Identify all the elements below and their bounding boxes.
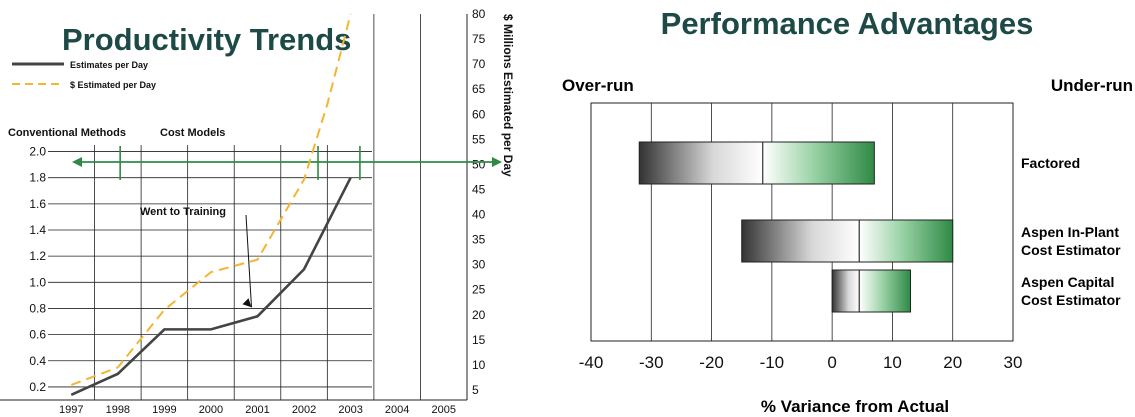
- chart2-category-labels: Factored Aspen In-Plant Cost Estimator Aspe…: [1021, 155, 1121, 308]
- chart2-xtick-4: 0: [827, 353, 836, 372]
- chart2-xtick-7: 30: [1004, 353, 1023, 372]
- chart1-ytick-8: 1.8: [29, 171, 46, 185]
- chart1-ytick-7: 1.6: [29, 197, 46, 211]
- region-arrowhead-left: [72, 157, 82, 167]
- bar-overrun-1: [741, 219, 860, 263]
- region-arrowhead-right: [492, 157, 502, 167]
- series-line-1: [70, 13, 352, 386]
- chart2-x-axis-label: % Variance from Actual: [761, 397, 949, 416]
- chart1-xtick-1999: 1999: [152, 404, 176, 416]
- chart1-y2tick-5: 30: [472, 258, 486, 272]
- chart1-y2tick-12: 65: [472, 82, 486, 96]
- chart1-left-axis: 0.2 0.4 0.6 0.8 1.0 1.2 1.4 1.6 1.8 2.0: [29, 145, 46, 394]
- category-label-1-0: Aspen In-Plant: [1021, 224, 1119, 240]
- chart1-y2tick-4: 25: [472, 283, 486, 297]
- series-line-0: [70, 177, 352, 396]
- category-label-1-1: Cost Estimator: [1021, 242, 1121, 258]
- chart1-y2tick-7: 40: [472, 208, 486, 222]
- chart2-xtick-2: -20: [699, 353, 724, 372]
- chart1-xtick-1997: 1997: [59, 404, 83, 416]
- region-label-conventional: Conventional Methods: [8, 127, 126, 139]
- chart2-xtick-0: -40: [579, 353, 604, 372]
- chart2-bars: [638, 141, 954, 313]
- chart1-xtick-2000: 2000: [199, 404, 223, 416]
- chart1-y2tick-3: 20: [472, 308, 486, 322]
- chart1-xtick-2002: 2002: [292, 404, 316, 416]
- chart1-ytick-1: 0.4: [29, 354, 46, 368]
- annotation-went-to-training: Went to Training: [140, 206, 226, 218]
- chart1-y2tick-11: 60: [472, 107, 486, 121]
- category-label-0-0: Factored: [1021, 155, 1080, 171]
- chart1-x-axis: 1997 1998 1999 2000 2001 2002 2003 2004 2005: [59, 404, 456, 416]
- chart1-y2tick-15: 80: [472, 7, 486, 21]
- chart1-right-axis-label: $ Millions Estimated per Day: [501, 14, 515, 177]
- chart1-series: [70, 13, 352, 396]
- chart1-legend: Estimates per Day $ Estimated per Day: [12, 60, 156, 90]
- chart2-xtick-3: -10: [760, 353, 785, 372]
- chart1-ytick-2: 0.6: [29, 328, 46, 342]
- chart1-xtick-2001: 2001: [245, 404, 269, 416]
- annotation-arrow: [245, 214, 252, 308]
- chart1-y2tick-0: 5: [472, 383, 479, 397]
- bar-underrun-2: [858, 269, 912, 313]
- legend-label-dollars: $ Estimated per Day: [70, 80, 156, 90]
- chart2-title: Performance Advantages: [661, 6, 1034, 41]
- chart1-y2tick-6: 35: [472, 233, 486, 247]
- bar-overrun-0: [638, 141, 764, 185]
- category-label-2-1: Cost Estimator: [1021, 292, 1121, 308]
- chart1-ytick-5: 1.2: [29, 249, 46, 263]
- chart1-xtick-2003: 2003: [338, 404, 362, 416]
- chart2-xtick-1: -30: [639, 353, 664, 372]
- bar-overrun-2: [831, 269, 860, 313]
- bar-underrun-1: [858, 219, 954, 263]
- chart1-y2tick-10: 55: [472, 132, 486, 146]
- chart1-xtick-2005: 2005: [431, 404, 455, 416]
- bar-underrun-0: [762, 141, 875, 185]
- chart1-ytick-0: 0.2: [29, 380, 46, 394]
- chart1-ytick-4: 1.0: [29, 275, 46, 289]
- chart1-xtick-2004: 2004: [385, 404, 409, 416]
- chart1-region-arrow: [72, 146, 502, 180]
- region-label-cost-models: Cost Models: [160, 127, 225, 139]
- chart2-xtick-6: 20: [943, 353, 962, 372]
- under-run-label: Under-run: [1051, 76, 1133, 95]
- chart1-y2tick-1: 10: [472, 358, 486, 372]
- chart1-title: Productivity Trends: [62, 22, 351, 57]
- category-label-2-0: Aspen Capital: [1021, 274, 1114, 290]
- chart2-x-axis: -40 -30 -20 -10 0 10 20 30: [579, 353, 1023, 372]
- chart1-y2tick-14: 75: [472, 32, 486, 46]
- chart1-y2tick-13: 70: [472, 57, 486, 71]
- productivity-trends-chart: Productivity Trends Estimates per Day $ …: [0, 7, 515, 416]
- chart1-y2tick-9: 50: [472, 157, 486, 171]
- chart1-y2tick-2: 15: [472, 333, 486, 347]
- chart1-grid: [0, 14, 468, 401]
- chart1-ytick-9: 2.0: [29, 145, 46, 159]
- chart2-xtick-5: 10: [883, 353, 902, 372]
- chart1-y2tick-8: 45: [472, 182, 486, 196]
- chart2-plot-border: [590, 102, 1014, 342]
- over-run-label: Over-run: [562, 76, 634, 95]
- performance-advantages-chart: Performance Advantages Over-run Under-ru…: [562, 6, 1133, 416]
- chart1-right-axis: 5 10 15 20 25 30 35 40 45 50 55 60 65 70 75 80: [472, 7, 486, 397]
- annotation-arrowhead: [242, 298, 252, 308]
- chart1-ytick-3: 0.8: [29, 301, 46, 315]
- chart1-ytick-6: 1.4: [29, 223, 46, 237]
- chart1-xtick-1998: 1998: [106, 404, 130, 416]
- legend-label-estimates: Estimates per Day: [70, 60, 148, 70]
- training-annotation: Went to Training: [140, 206, 252, 308]
